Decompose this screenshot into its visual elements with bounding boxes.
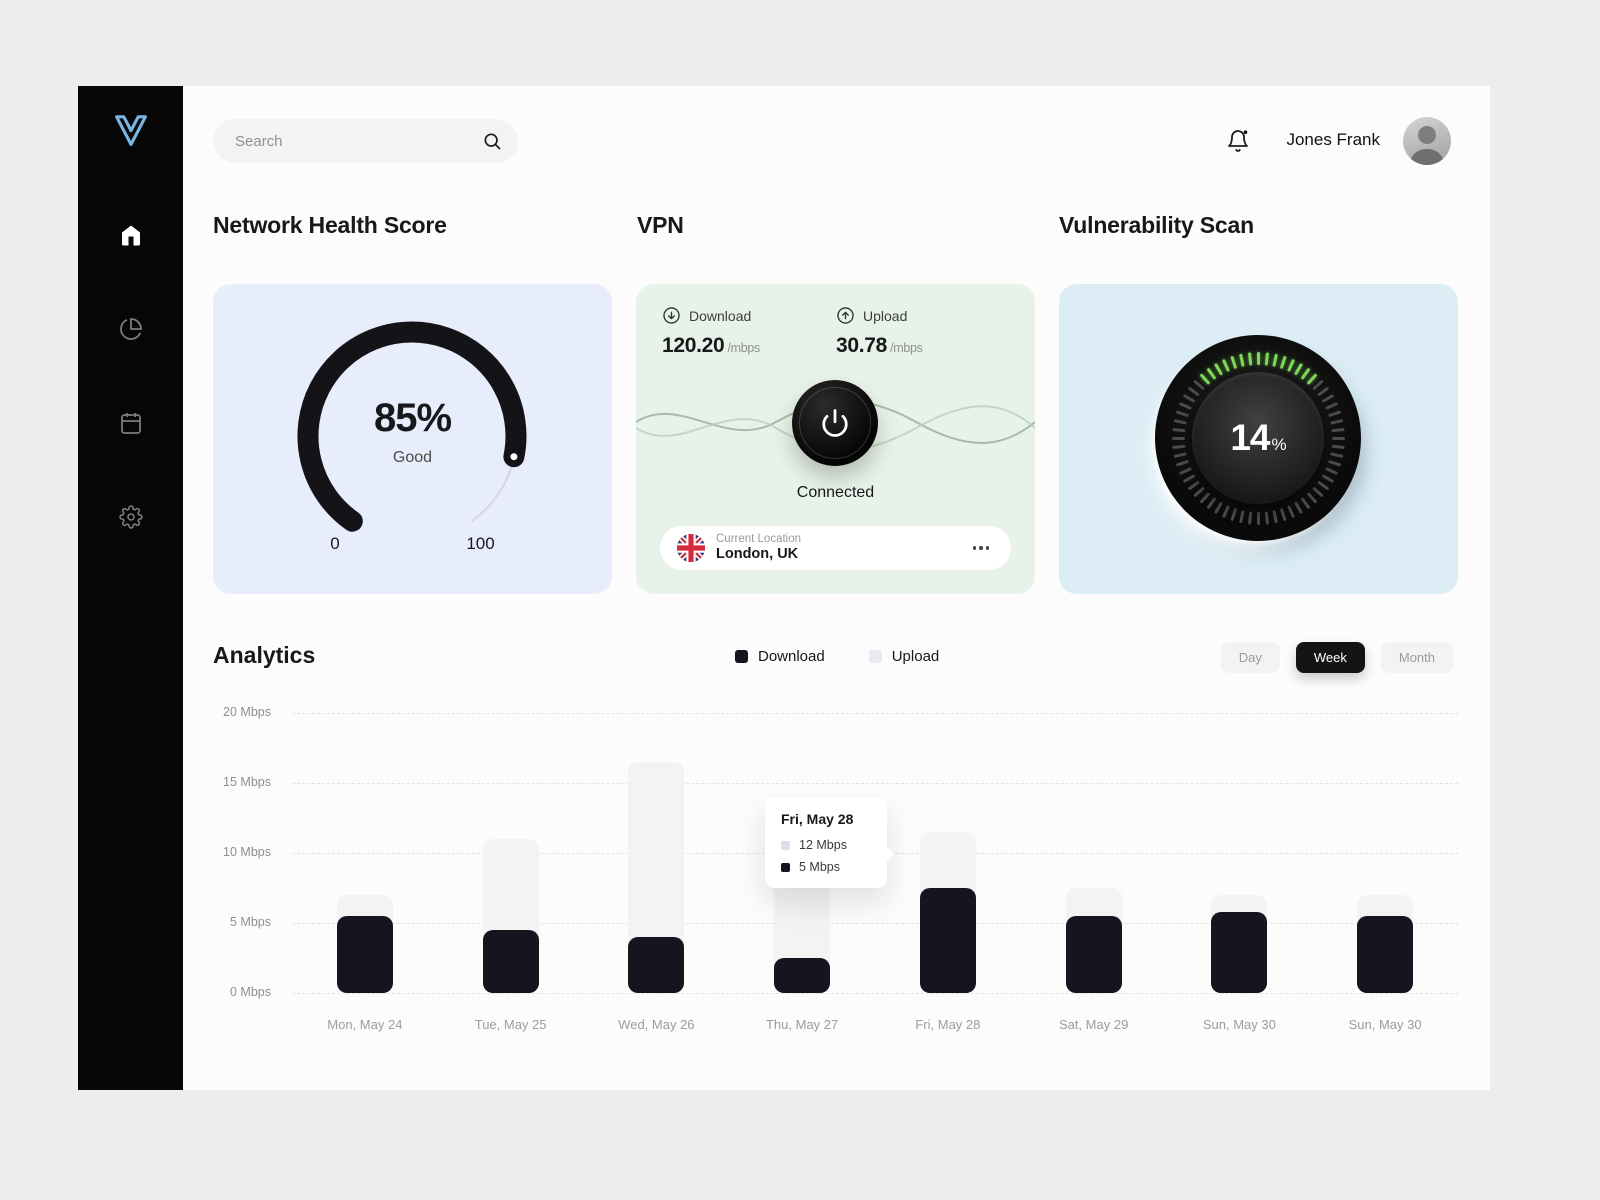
app-window: Jones Frank Network Health Score VPN Vul… — [78, 86, 1490, 1090]
home-icon — [121, 225, 140, 246]
health-score-value: 85% — [373, 396, 452, 440]
bell-icon — [1228, 130, 1248, 152]
more-options-icon[interactable] — [967, 540, 996, 556]
vpn-status: Connected — [796, 484, 875, 501]
upload-legend-label: Upload — [891, 648, 940, 665]
location-value: London, UK — [716, 546, 799, 563]
download-bar[interactable] — [628, 937, 685, 993]
x-axis-label: Sun, May 30 — [1348, 1017, 1422, 1032]
pie-chart-icon — [119, 318, 142, 340]
gauge-max-label: 100 — [466, 534, 495, 553]
search-box — [213, 119, 518, 163]
y-axis-tick: 20 Mbps — [223, 705, 271, 719]
tooltip-upload-swatch — [781, 840, 790, 850]
logo-v-icon — [111, 112, 151, 153]
dial-tick-ring — [1155, 335, 1361, 541]
sidebar-item-home[interactable] — [111, 215, 151, 255]
health-card-title: Network Health Score — [213, 212, 447, 238]
health-score-label: Good — [392, 449, 433, 466]
download-bar[interactable] — [482, 930, 539, 993]
legend-item-upload: Upload — [868, 648, 940, 665]
user-name[interactable]: Jones Frank — [1286, 130, 1380, 149]
download-label: Download — [689, 307, 752, 324]
notifications-button[interactable] — [1218, 121, 1258, 161]
range-button-day[interactable]: Day — [1220, 642, 1280, 673]
vulnerability-card: 14% — [1059, 284, 1458, 594]
x-axis-label: Sat, May 29 — [1058, 1017, 1129, 1032]
x-axis-label: Sun, May 30 — [1202, 1017, 1276, 1032]
download-circle-icon — [663, 307, 680, 324]
bar-group-5[interactable]: Sat, May 29 — [1021, 713, 1167, 1032]
network-health-card: 85% Good 0 100 — [213, 284, 612, 594]
health-gauge — [297, 321, 527, 532]
vulnerability-unit: % — [1271, 435, 1287, 454]
gauge-min-label: 0 — [330, 534, 340, 553]
y-axis-tick: 15 Mbps — [223, 775, 271, 789]
y-axis-tick: 0 Mbps — [230, 985, 271, 999]
upload-label: Upload — [863, 307, 908, 324]
download-bar[interactable] — [1211, 911, 1268, 993]
download-legend-swatch — [735, 650, 748, 663]
location-caption: Current Location — [716, 533, 802, 546]
bar-group-7[interactable]: Sun, May 30 — [1312, 713, 1458, 1032]
search-input[interactable] — [213, 132, 482, 150]
download-bar[interactable] — [1065, 916, 1122, 993]
vulnerability-value: 14 — [1230, 417, 1270, 458]
x-axis-label: Fri, May 28 — [915, 1017, 981, 1032]
x-axis-label: Thu, May 27 — [765, 1017, 839, 1032]
download-unit: /mbps — [727, 341, 760, 355]
search-icon[interactable] — [482, 131, 518, 151]
download-bar[interactable] — [336, 916, 393, 993]
upload-value: 30.78 — [836, 334, 888, 357]
tooltip-title: Fri, May 28 — [781, 811, 854, 827]
power-icon — [822, 409, 848, 437]
analytics-chart: 20 Mbps 15 Mbps 10 Mbps 5 Mbps 0 Mbps Fr… — [213, 705, 1458, 1059]
upload-legend-swatch — [868, 650, 882, 663]
download-value: 120.20 — [662, 334, 725, 357]
range-toggle-group: Day Week Month — [1220, 642, 1453, 673]
sidebar-item-calendar[interactable] — [111, 403, 151, 443]
sidebar — [78, 86, 183, 1090]
bar-group-0[interactable]: Mon, May 24 — [292, 713, 438, 1032]
legend-item-download: Download — [735, 648, 825, 665]
bar-group-2[interactable]: Wed, May 26 — [584, 713, 730, 1032]
current-location-pill[interactable]: Current Location London, UK — [660, 526, 1011, 570]
tooltip-download-swatch — [781, 862, 790, 872]
bar-group-6[interactable]: Sun, May 30 — [1167, 713, 1313, 1032]
calendar-icon — [120, 413, 141, 434]
bar-group-1[interactable]: Tue, May 25 — [438, 713, 584, 1032]
chart-plot-area: Fri, May 28 12 Mbps 5 Mbps Mon, May 24 Tu… — [292, 713, 1458, 1032]
dial-inner: 14% — [1192, 372, 1324, 504]
vulnerability-dial[interactable]: 14% — [1155, 335, 1361, 541]
download-bar[interactable] — [1357, 916, 1414, 993]
vulnerability-card-title: Vulnerability Scan — [1059, 212, 1254, 238]
vpn-power-button[interactable] — [792, 380, 878, 466]
y-axis-tick: 5 Mbps — [230, 915, 271, 929]
gauge-handle[interactable] — [506, 449, 522, 465]
x-axis-label: Wed, May 26 — [618, 1017, 695, 1032]
y-axis-tick: 10 Mbps — [223, 845, 271, 859]
download-bar[interactable] — [774, 958, 831, 993]
sidebar-item-analytics[interactable] — [111, 309, 151, 349]
chart-tooltip: Fri, May 28 12 Mbps 5 Mbps — [765, 797, 895, 888]
upload-circle-icon — [837, 307, 854, 324]
vpn-card: Download 120.20/mbps Upload 30.78/mbps C… — [636, 284, 1035, 594]
range-button-month[interactable]: Month — [1380, 642, 1453, 673]
download-legend-label: Download — [758, 648, 825, 665]
x-axis-label: Mon, May 24 — [327, 1017, 403, 1032]
download-bar[interactable] — [919, 888, 976, 993]
uk-flag-icon — [676, 533, 706, 563]
upload-unit: /mbps — [890, 341, 923, 355]
vpn-card-title: VPN — [637, 212, 684, 238]
x-axis-label: Tue, May 25 — [474, 1017, 547, 1032]
tooltip-download-value: 5 Mbps — [799, 860, 840, 874]
bar-group-4[interactable]: Fri, May 28 — [875, 713, 1021, 1032]
settings-icon — [118, 505, 143, 529]
range-button-week[interactable]: Week — [1295, 642, 1365, 673]
chart-legend: Download Upload — [735, 648, 939, 665]
tooltip-upload-value: 12 Mbps — [799, 838, 847, 852]
sidebar-item-settings[interactable] — [111, 497, 151, 537]
avatar[interactable] — [1403, 117, 1451, 165]
analytics-title: Analytics — [213, 642, 316, 668]
